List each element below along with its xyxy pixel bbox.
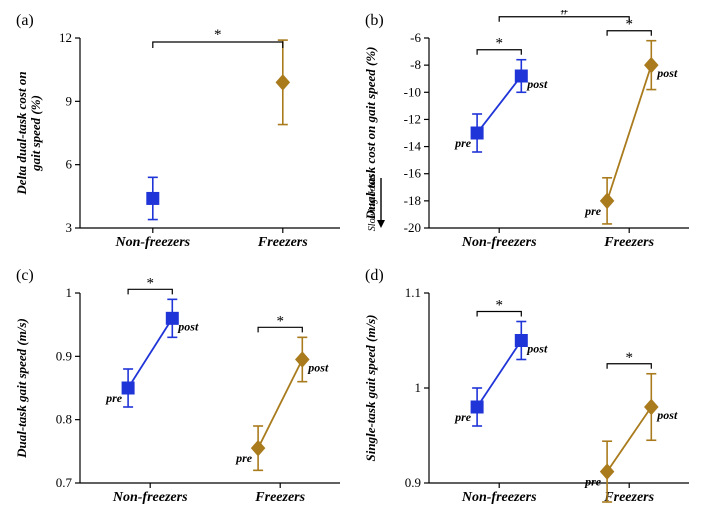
svg-text:-10: -10: [404, 84, 421, 99]
svg-text:Freezers: Freezers: [257, 235, 308, 250]
svg-text:*: *: [625, 350, 633, 366]
svg-text:Single-task gait speed (m/s): Single-task gait speed (m/s): [363, 315, 378, 462]
svg-text:*: *: [214, 27, 222, 43]
svg-text:pre: pre: [584, 475, 602, 489]
svg-text:Non-freezers: Non-freezers: [112, 490, 188, 505]
svg-text:*: *: [276, 313, 284, 329]
panel-c-label: (c): [16, 267, 34, 285]
panel-b-svg: -20-18-16-14-12-10-8-6Dual-task cost on …: [359, 10, 704, 260]
svg-text:post: post: [656, 408, 678, 422]
svg-text:*: *: [495, 298, 503, 314]
svg-text:9: 9: [66, 93, 73, 108]
svg-text:Non-freezers: Non-freezers: [114, 235, 190, 250]
svg-text:Non-freezers: Non-freezers: [461, 235, 537, 250]
svg-text:-20: -20: [404, 220, 421, 235]
svg-text:0.9: 0.9: [56, 348, 72, 363]
svg-text:0.7: 0.7: [56, 475, 73, 490]
panel-c-svg: 0.7 0.8 0.9 1 Dual-task gait speed (m/s) Non-…: [10, 265, 355, 515]
svg-text:-6: -6: [410, 30, 421, 45]
svg-text:post: post: [177, 319, 199, 333]
chart-grid: (a) 3 6 9 12 Delta dual-task cost ongait spe…: [10, 10, 699, 516]
svg-text:#: #: [560, 10, 568, 19]
svg-text:*: *: [495, 36, 503, 52]
svg-text:pre: pre: [454, 136, 472, 150]
svg-text:post: post: [656, 66, 678, 80]
svg-text:-14: -14: [404, 139, 422, 154]
svg-text:Freezers: Freezers: [603, 235, 654, 250]
svg-text:pre: pre: [584, 204, 602, 218]
svg-text:-8: -8: [410, 57, 421, 72]
svg-text:0.9: 0.9: [405, 475, 421, 490]
svg-text:Slowing down: Slowing down: [367, 175, 378, 231]
svg-text:post: post: [526, 77, 548, 91]
svg-text:Delta dual-task cost on: Delta dual-task cost on: [14, 71, 29, 195]
panel-b-label: (b): [365, 12, 384, 30]
svg-text:6: 6: [66, 157, 73, 172]
svg-text:1: 1: [415, 380, 422, 395]
panel-d-label: (d): [365, 267, 384, 285]
svg-text:pre: pre: [235, 451, 253, 465]
panel-d-svg: 0.9 1 1.1 Single-task gait speed (m/s) Non-f…: [359, 265, 704, 515]
svg-text:-18: -18: [404, 193, 421, 208]
panel-a-svg: 3 6 9 12 Delta dual-task cost ongait speed (…: [10, 10, 355, 260]
panel-b: (b) -20-18-16-14-12-10-8-6Dual-task cost…: [359, 10, 704, 261]
svg-text:1.1: 1.1: [405, 285, 421, 300]
svg-text:Non-freezers: Non-freezers: [461, 490, 537, 505]
svg-text:Dual-task gait speed (m/s): Dual-task gait speed (m/s): [14, 318, 29, 459]
panel-a: (a) 3 6 9 12 Delta dual-task cost ongait spe…: [10, 10, 355, 261]
svg-text:post: post: [526, 342, 548, 356]
panel-c: (c) 0.7 0.8 0.9 1 Dual-task gait speed (m/s)…: [10, 265, 355, 516]
svg-text:0.8: 0.8: [56, 412, 72, 427]
svg-text:1: 1: [66, 285, 73, 300]
svg-text:gait speed (%): gait speed (%): [28, 95, 43, 172]
svg-text:*: *: [146, 275, 154, 291]
svg-text:post: post: [307, 361, 329, 375]
svg-text:pre: pre: [105, 391, 123, 405]
svg-text:12: 12: [59, 30, 72, 45]
panel-d: (d) 0.9 1 1.1 Single-task gait speed (m/s) N…: [359, 265, 704, 516]
svg-text:-12: -12: [404, 111, 421, 126]
svg-text:Freezers: Freezers: [254, 490, 305, 505]
panel-a-label: (a): [16, 12, 34, 30]
svg-text:-16: -16: [404, 166, 422, 181]
svg-text:pre: pre: [454, 410, 472, 424]
svg-text:3: 3: [66, 220, 73, 235]
